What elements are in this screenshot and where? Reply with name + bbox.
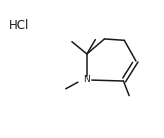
- Text: HCl: HCl: [9, 19, 30, 32]
- Text: N: N: [83, 75, 90, 84]
